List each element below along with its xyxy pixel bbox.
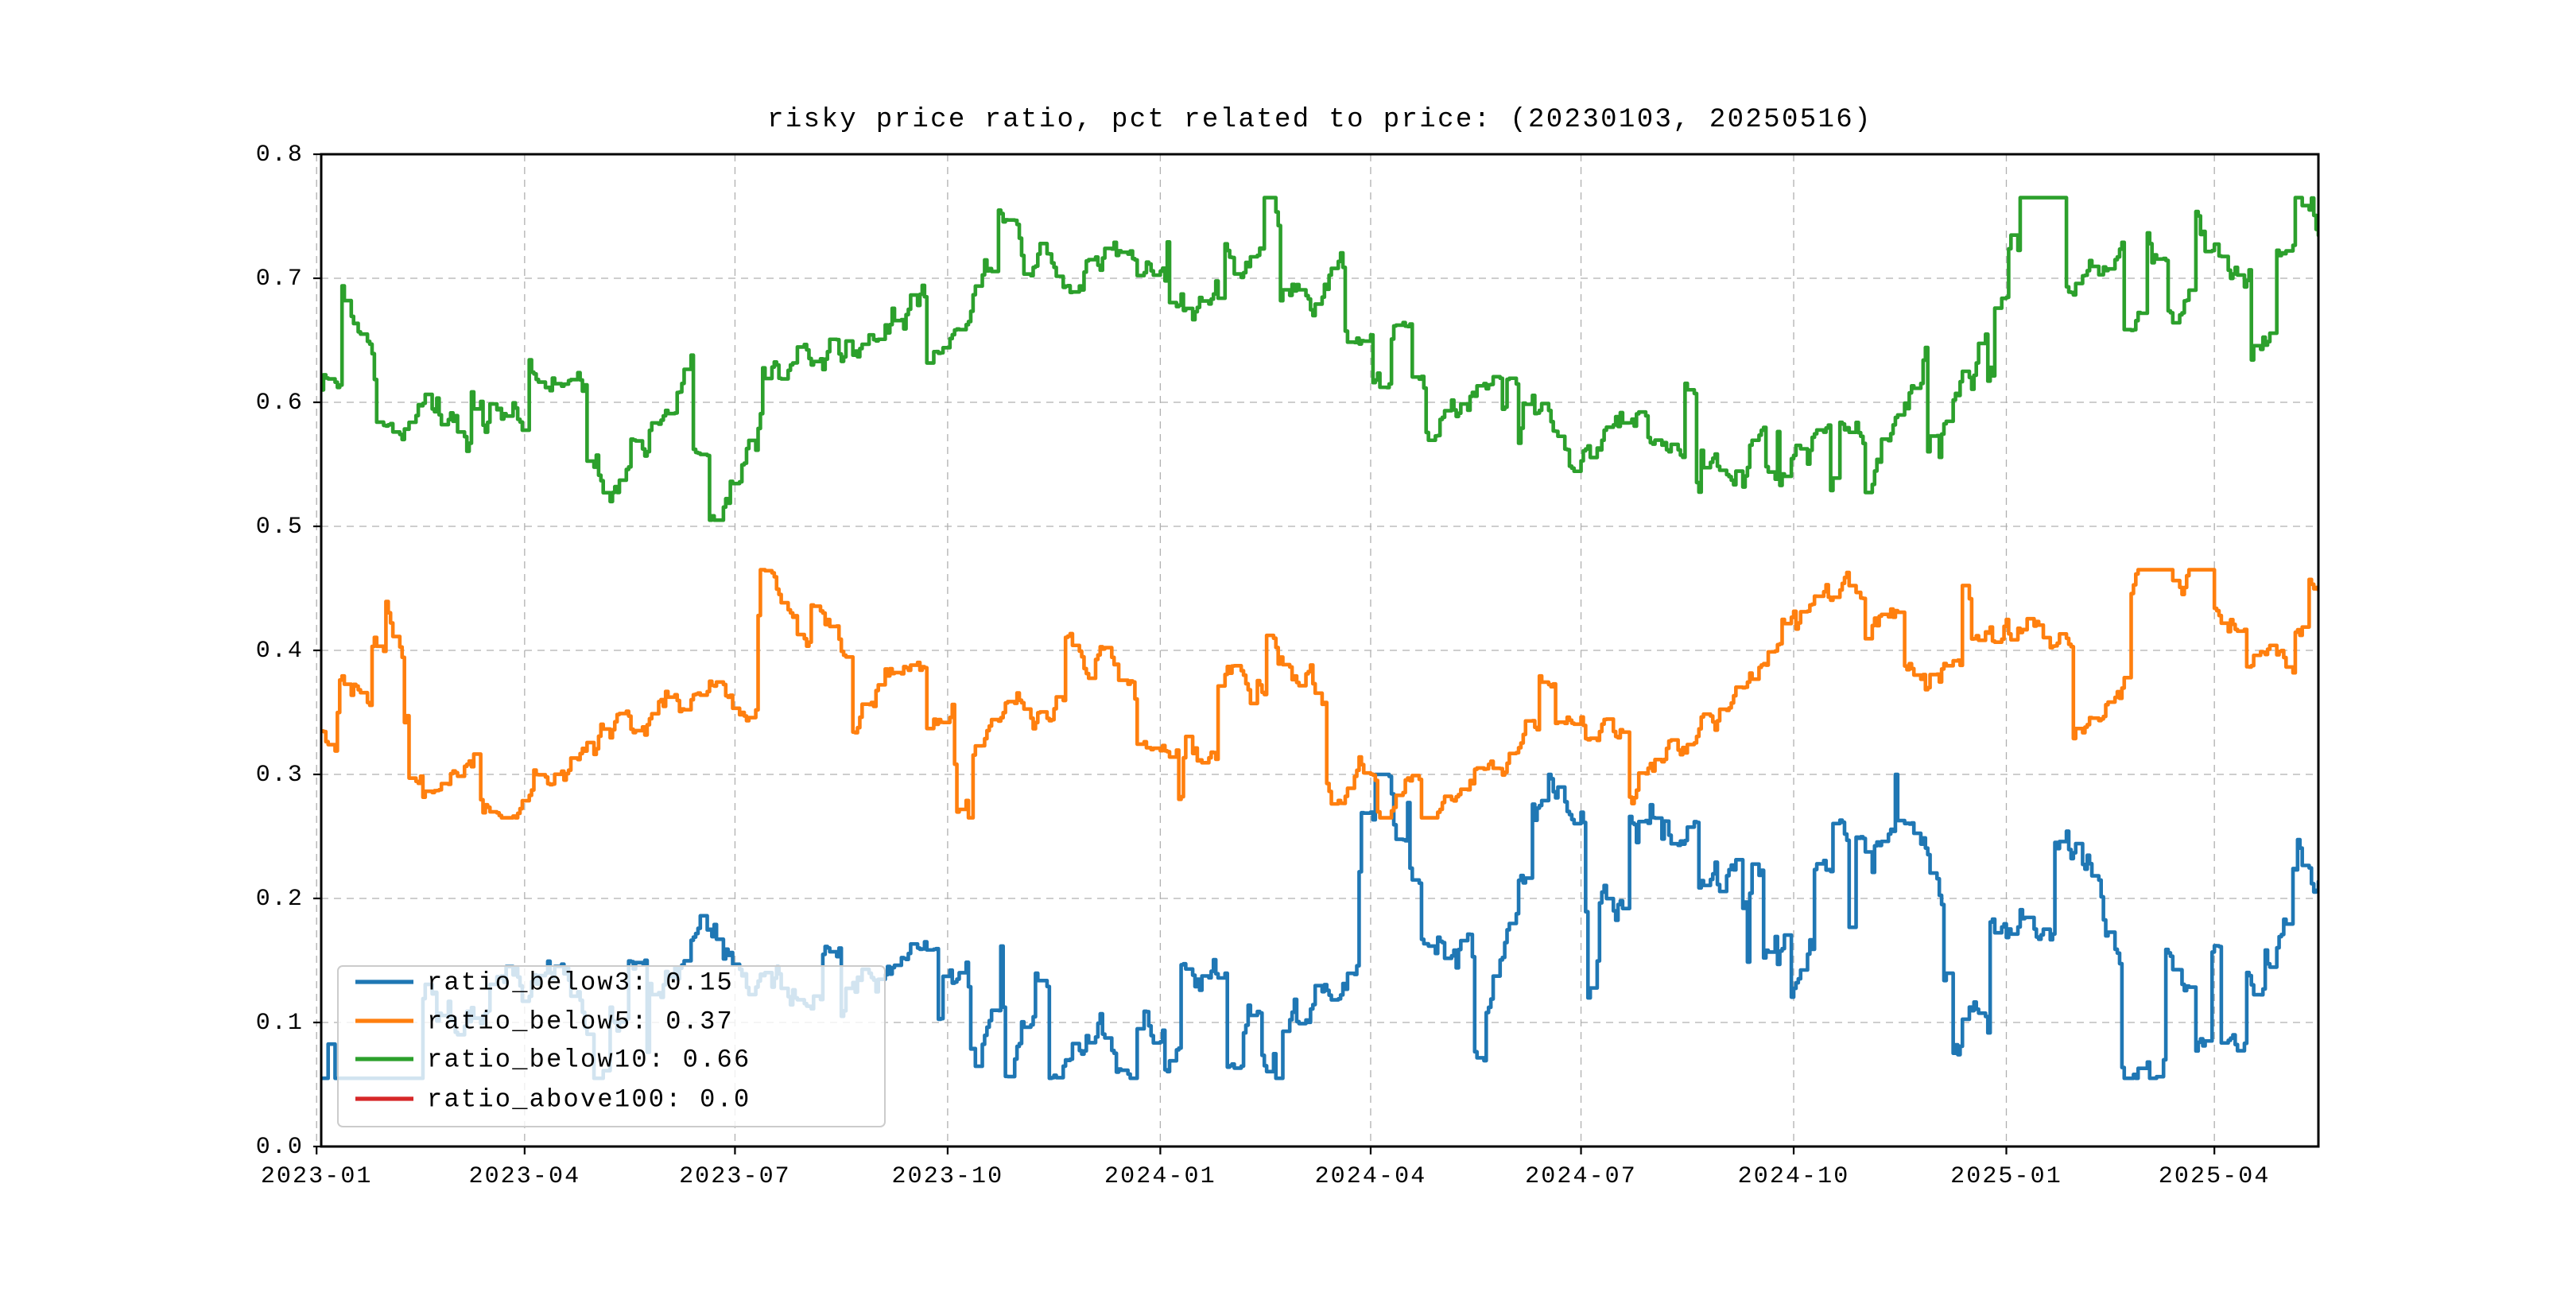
svg-text:2023-10: 2023-10 [892, 1163, 1004, 1190]
svg-text:2023-01: 2023-01 [261, 1163, 373, 1190]
svg-text:0.4: 0.4 [256, 638, 304, 665]
svg-text:2025-01: 2025-01 [1950, 1163, 2062, 1190]
svg-text:0.5: 0.5 [256, 514, 304, 541]
svg-text:0.6: 0.6 [256, 390, 304, 417]
svg-text:0.8: 0.8 [256, 142, 304, 169]
svg-text:2024-01: 2024-01 [1104, 1163, 1216, 1190]
svg-text:0.2: 0.2 [256, 886, 304, 913]
svg-text:0.0: 0.0 [256, 1134, 304, 1161]
svg-text:risky price ratio, pct related: risky price ratio, pct related to price:… [767, 105, 1872, 135]
svg-text:2023-04: 2023-04 [468, 1163, 580, 1190]
svg-text:2025-04: 2025-04 [2159, 1163, 2271, 1190]
svg-text:ratio_above100: 0.0: ratio_above100: 0.0 [427, 1084, 751, 1114]
svg-text:2024-10: 2024-10 [1738, 1163, 1850, 1190]
svg-text:ratio_below3: 0.15: ratio_below3: 0.15 [427, 968, 734, 997]
svg-text:0.7: 0.7 [256, 266, 304, 293]
svg-text:2024-07: 2024-07 [1525, 1163, 1637, 1190]
svg-text:ratio_below5: 0.37: ratio_below5: 0.37 [427, 1007, 734, 1036]
svg-text:0.1: 0.1 [256, 1010, 304, 1037]
svg-text:0.3: 0.3 [256, 762, 304, 789]
svg-text:ratio_below10: 0.66: ratio_below10: 0.66 [427, 1045, 751, 1074]
svg-text:2024-04: 2024-04 [1315, 1163, 1427, 1190]
svg-text:2023-07: 2023-07 [679, 1163, 791, 1190]
